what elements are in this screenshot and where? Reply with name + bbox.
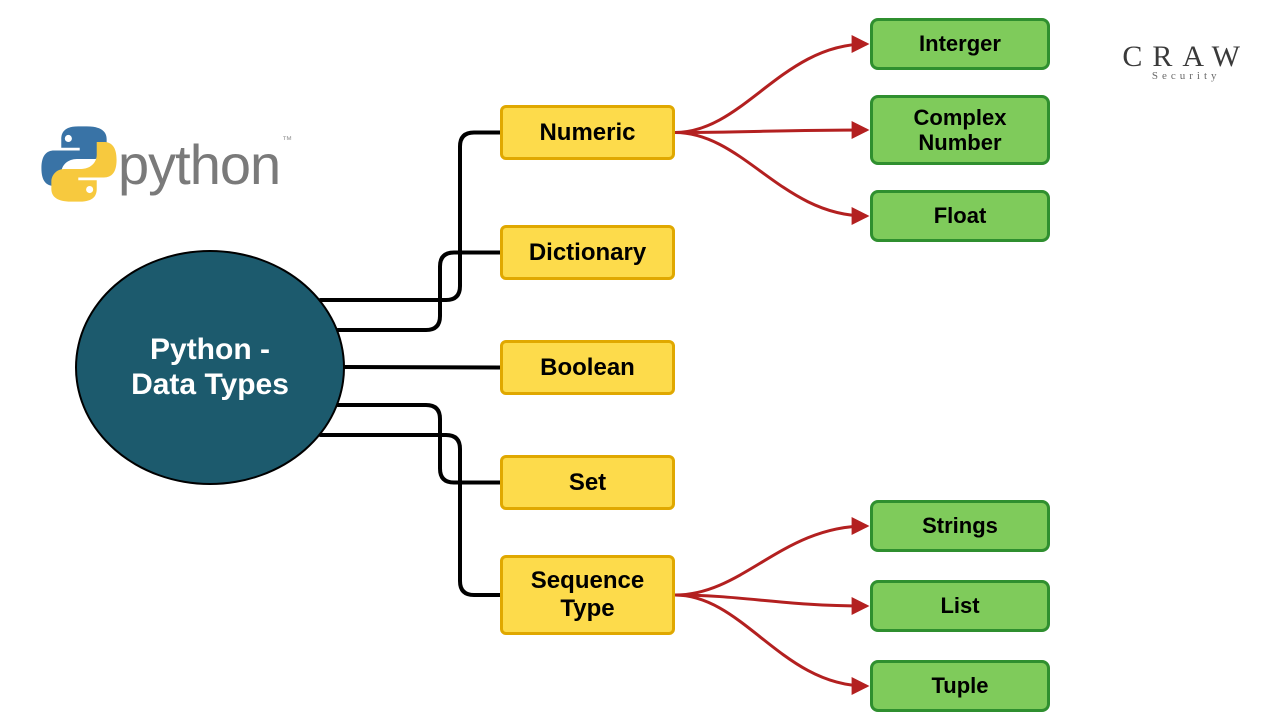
category-node-set: Set (500, 455, 675, 510)
edge-sequence-tuple (675, 595, 866, 686)
leaf-node-integer-label: Interger (913, 31, 1007, 56)
category-node-numeric: Numeric (500, 105, 675, 160)
edge-root-set (338, 405, 500, 483)
diagram-stage: { "background_color": "#ffffff", "logo":… (0, 0, 1280, 720)
edge-numeric-complex (675, 130, 866, 133)
leaf-node-float: Float (870, 190, 1050, 242)
leaf-node-tuple: Tuple (870, 660, 1050, 712)
root-node: Python - Data Types (75, 250, 345, 485)
leaf-node-list: List (870, 580, 1050, 632)
category-node-numeric-label: Numeric (533, 119, 641, 147)
watermark: CRAW Security (1122, 40, 1250, 82)
edge-sequence-strings (675, 526, 866, 595)
leaf-node-complex: Complex Number (870, 95, 1050, 165)
root-node-label: Python - Data Types (125, 333, 295, 402)
watermark-line1: CRAW (1122, 40, 1250, 74)
category-node-boolean: Boolean (500, 340, 675, 395)
leaf-node-strings-label: Strings (916, 513, 1004, 538)
python-logo: python ™ (40, 125, 292, 203)
leaf-node-complex-label: Complex Number (908, 105, 1013, 156)
trademark-symbol: ™ (282, 135, 292, 146)
leaf-node-float-label: Float (928, 203, 993, 228)
category-node-set-label: Set (563, 469, 612, 497)
python-logo-icon (40, 125, 118, 203)
edge-root-boolean (345, 367, 500, 368)
python-logo-text: python (118, 132, 280, 197)
leaf-node-tuple-label: Tuple (925, 673, 994, 698)
category-node-boolean-label: Boolean (534, 354, 641, 382)
leaf-node-strings: Strings (870, 500, 1050, 552)
category-node-sequence-label: Sequence Type (525, 567, 650, 622)
edge-root-dictionary (338, 253, 500, 331)
edge-numeric-integer (675, 44, 866, 133)
category-node-dictionary: Dictionary (500, 225, 675, 280)
leaf-node-list-label: List (934, 593, 985, 618)
category-node-sequence: Sequence Type (500, 555, 675, 635)
category-node-dictionary-label: Dictionary (523, 239, 652, 267)
edge-numeric-float (675, 133, 866, 217)
leaf-node-integer: Interger (870, 18, 1050, 70)
edge-sequence-list (675, 595, 866, 606)
edge-root-numeric (321, 133, 500, 301)
edge-root-sequence (321, 435, 500, 595)
